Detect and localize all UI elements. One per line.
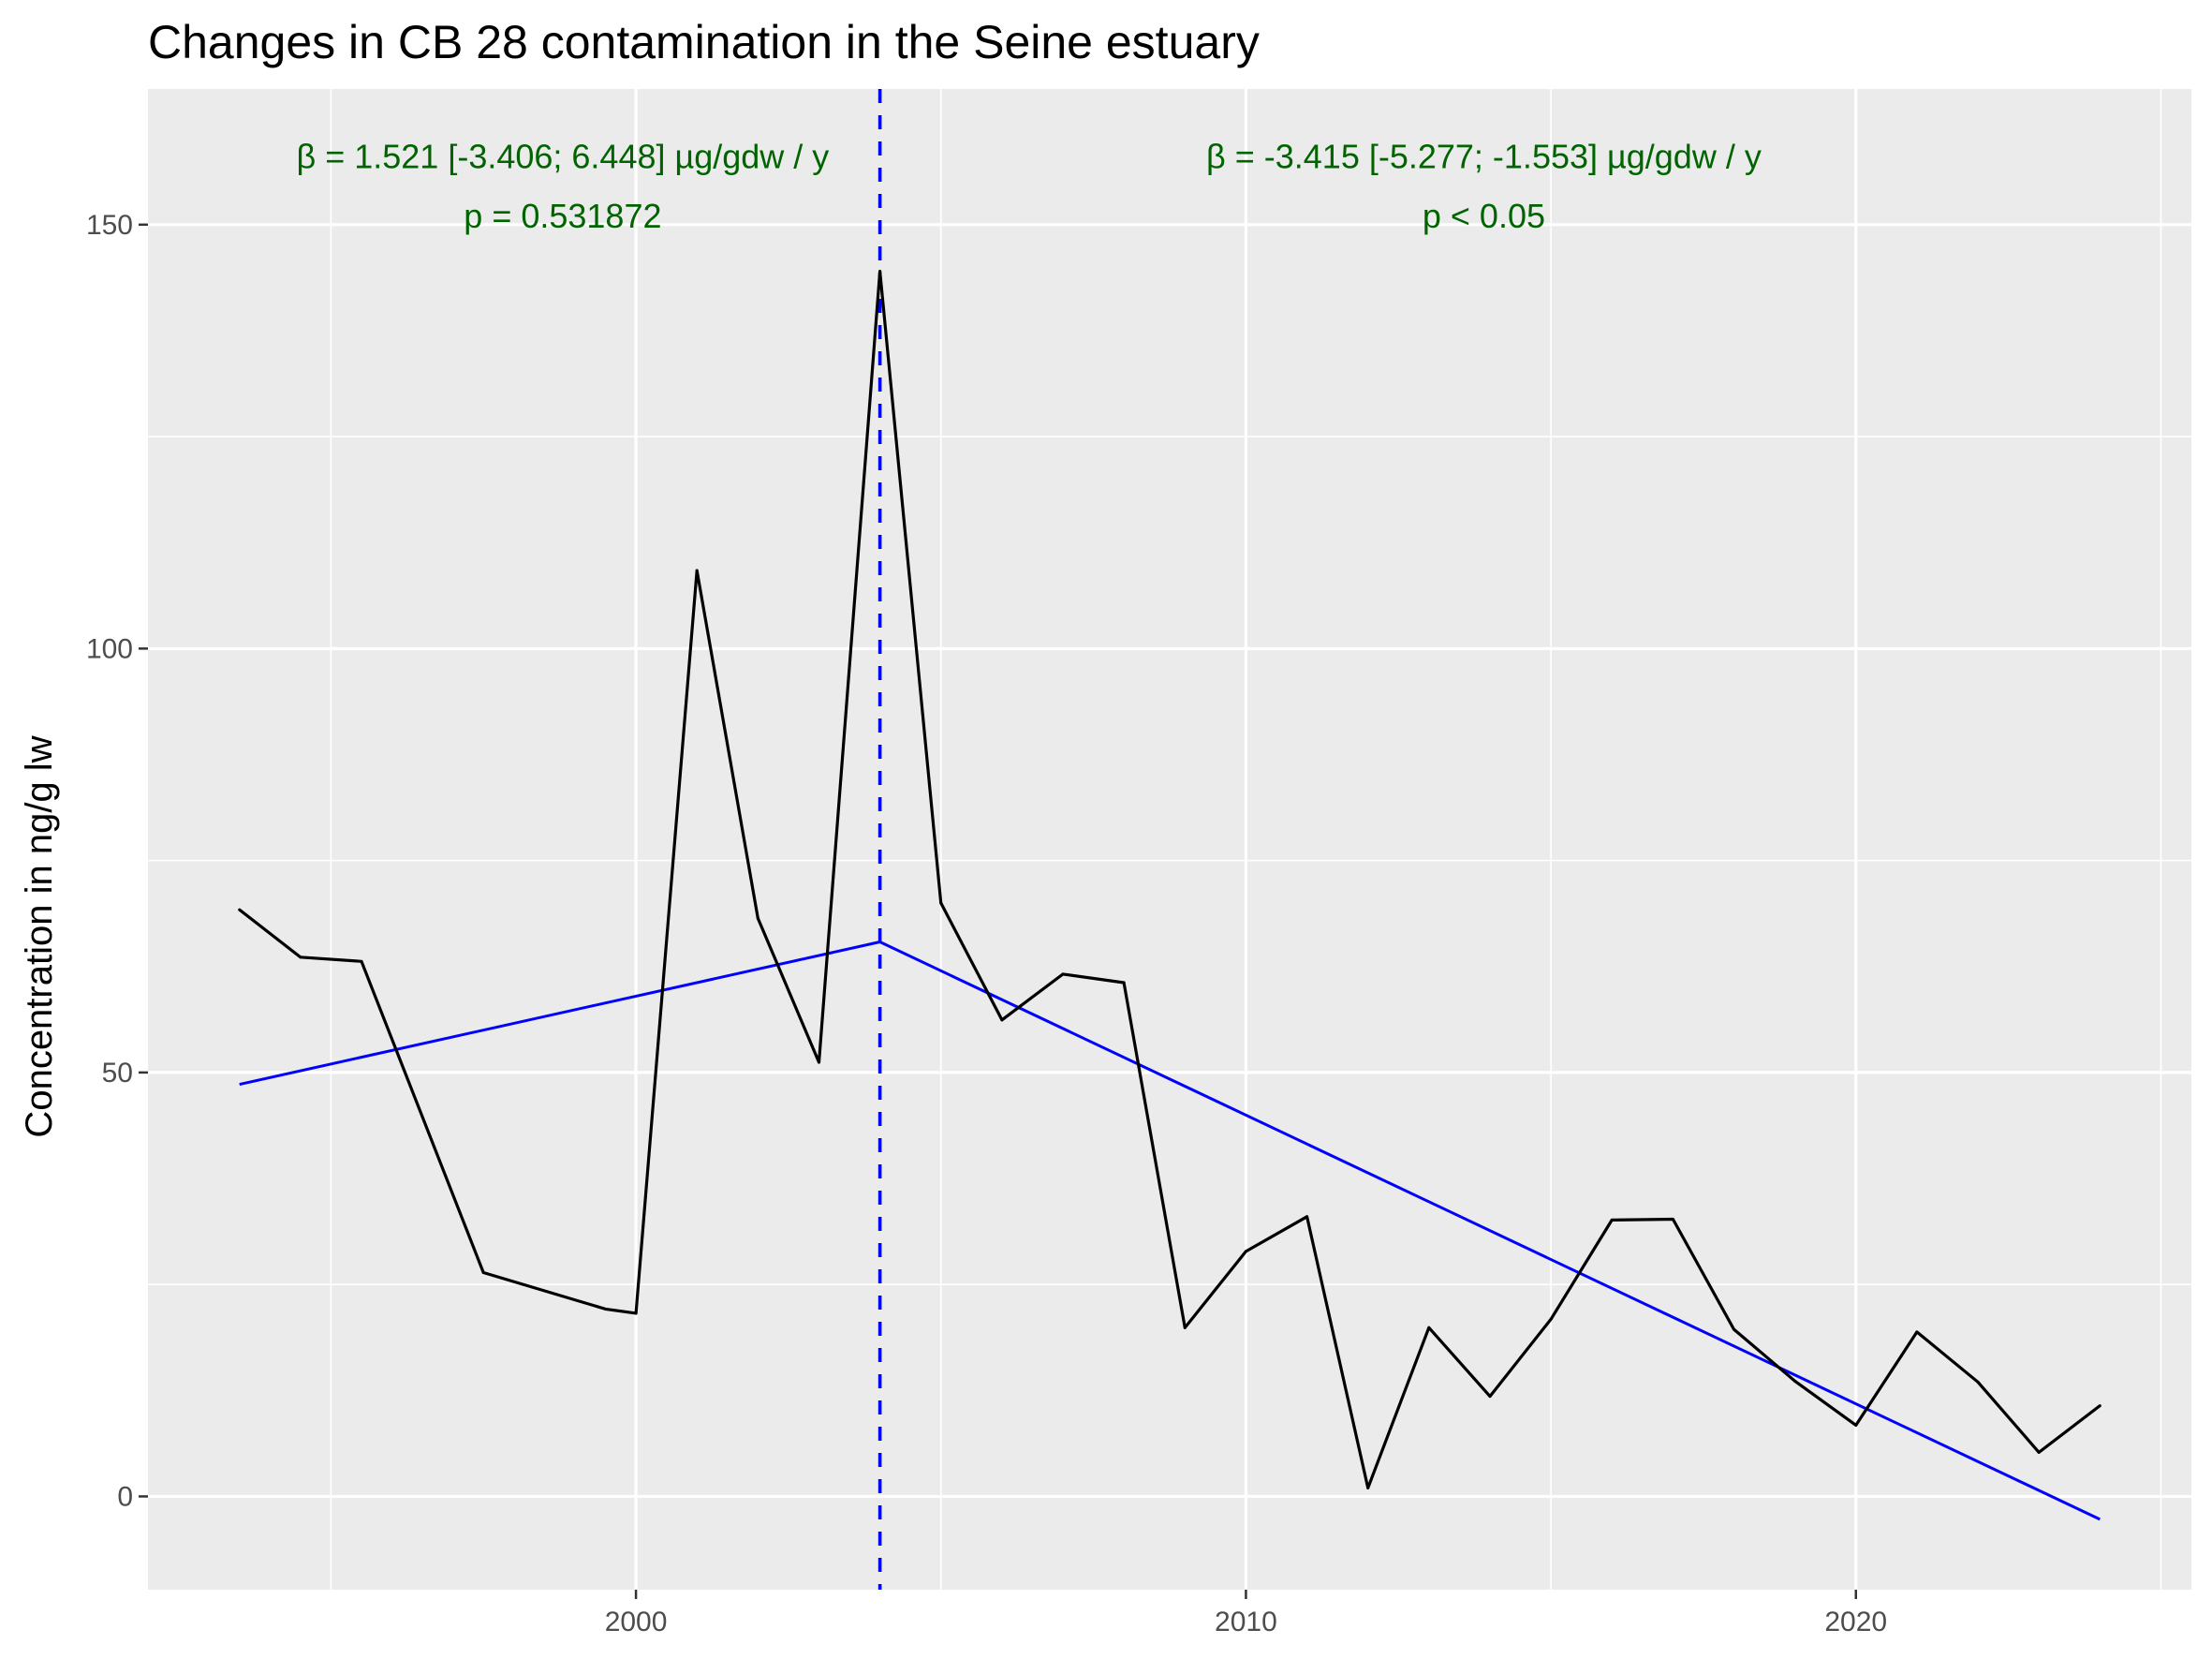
y-tick-label: 0 <box>117 1481 133 1512</box>
x-tick-label: 2010 <box>1215 1607 1277 1637</box>
data-point <box>817 1060 820 1064</box>
data-point <box>695 569 699 572</box>
trend-segment <box>878 941 2101 1521</box>
data-point <box>1061 972 1065 976</box>
data-point <box>1122 981 1126 985</box>
axes: 0 50 100 150 2000 2010 2020 <box>86 210 1887 1637</box>
data-point <box>1793 1379 1797 1383</box>
trend-segment <box>239 941 880 1087</box>
series-line <box>238 270 2101 1490</box>
data-point <box>756 916 759 920</box>
y-tick-label: 100 <box>86 633 133 664</box>
minor-gridlines <box>148 89 2191 1590</box>
data-point <box>1183 1326 1187 1329</box>
annotation-text: p < 0.05 <box>1423 197 1545 235</box>
major-gridlines <box>148 89 2191 1590</box>
data-point <box>2098 1404 2101 1408</box>
series-line-group <box>238 270 2101 1490</box>
data-point <box>1854 1423 1858 1427</box>
data-point <box>481 1270 485 1274</box>
data-point <box>1366 1486 1370 1489</box>
data-point <box>1732 1327 1735 1331</box>
data-point <box>1000 1018 1004 1022</box>
data-point <box>360 959 363 963</box>
x-tick-label: 2000 <box>605 1607 668 1637</box>
data-point <box>1671 1217 1674 1221</box>
data-point <box>878 270 882 274</box>
trend-lines <box>239 941 2101 1521</box>
data-point <box>1488 1395 1492 1399</box>
data-point <box>299 955 302 959</box>
annotation-text: β = 1.521 [-3.406; 6.448] µg/gdw / y <box>297 137 830 175</box>
data-point <box>1915 1330 1919 1334</box>
data-point <box>1427 1326 1431 1329</box>
data-point <box>1305 1215 1309 1219</box>
y-axis-label: Concentration in ng/g lw <box>19 735 60 1137</box>
annotation-text: p = 0.531872 <box>464 197 661 235</box>
y-tick-label: 50 <box>102 1058 133 1089</box>
data-point <box>1976 1380 1980 1384</box>
data-point <box>939 901 943 905</box>
data-point <box>1610 1218 1614 1222</box>
data-point <box>1549 1317 1553 1321</box>
y-tick-label: 150 <box>86 210 133 241</box>
data-point <box>238 908 242 911</box>
annotations: β = 1.521 [-3.406; 6.448] µg/gdw / y p = … <box>297 137 1762 234</box>
annotation-text: β = -3.415 [-5.277; -1.553] µg/gdw / y <box>1206 137 1762 175</box>
data-point <box>1244 1250 1247 1253</box>
x-tick-label: 2020 <box>1824 1607 1887 1637</box>
data-point <box>604 1307 608 1311</box>
plot-panel <box>148 89 2191 1590</box>
data-point <box>2037 1450 2041 1454</box>
data-point <box>634 1311 638 1315</box>
chart-title: Changes in CB 28 contamination in the Se… <box>148 16 1260 68</box>
